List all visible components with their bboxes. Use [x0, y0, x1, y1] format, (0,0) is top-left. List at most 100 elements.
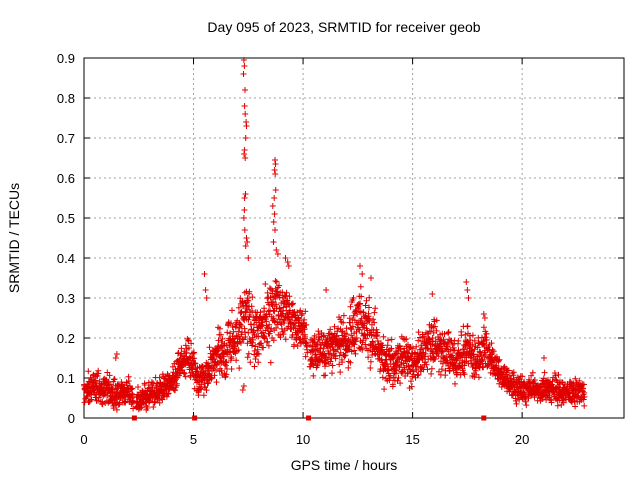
data-point: [413, 366, 420, 373]
data-point: [277, 334, 284, 341]
data-point: [367, 358, 374, 365]
data-point: [219, 335, 226, 342]
data-point: [272, 227, 278, 233]
data-point: [323, 360, 330, 366]
data-point: [432, 323, 439, 330]
data-point: [316, 337, 323, 343]
data-point: [273, 247, 280, 253]
data-point: [413, 343, 420, 350]
data-point: [272, 161, 279, 167]
data-point: [529, 369, 536, 376]
data-point: [113, 406, 120, 413]
data-point: [429, 291, 436, 297]
data-point: [321, 332, 327, 339]
data-point: [372, 305, 379, 312]
data-point: [274, 251, 281, 257]
data-point: [190, 350, 197, 357]
data-point: [130, 398, 137, 405]
data-point: [469, 332, 476, 339]
data-point: [461, 362, 468, 369]
data-point: [580, 381, 587, 388]
data-point: [408, 378, 414, 385]
data-point: [216, 325, 223, 332]
data-point: [202, 384, 209, 391]
x-axis-label: GPS time / hours: [291, 457, 398, 473]
data-point: [531, 377, 538, 383]
data-point: [351, 347, 358, 354]
data-point: [242, 87, 248, 93]
data-point: [188, 340, 195, 347]
data-point: [289, 301, 296, 308]
data-point: [401, 366, 408, 373]
data-point: [357, 283, 364, 290]
data-point: [264, 289, 271, 296]
data-point: [455, 337, 462, 344]
data-point: [240, 57, 247, 63]
data-point: [475, 374, 482, 381]
data-point: [119, 381, 126, 388]
data-point: [244, 340, 251, 347]
data-point: [433, 327, 440, 334]
data-point: [380, 333, 387, 340]
data-point: [188, 365, 195, 372]
data-point: [85, 368, 92, 375]
data-point: [211, 372, 218, 379]
data-point: [240, 215, 247, 221]
data-point: [242, 243, 249, 249]
data-point: [367, 365, 374, 371]
data-point: [279, 289, 286, 296]
data-point: [371, 319, 378, 326]
data-point: [242, 111, 249, 117]
data-point: [496, 356, 503, 363]
data-point: [284, 259, 291, 265]
y-tick-label: 0.1: [57, 371, 75, 386]
data-point: [267, 328, 274, 335]
data-point: [181, 370, 188, 377]
data-point: [272, 171, 279, 177]
data-point: [228, 320, 234, 327]
data-point: [129, 397, 136, 404]
data-point: [572, 403, 579, 410]
data-point: [329, 362, 336, 369]
data-point: [99, 401, 106, 408]
data-point: [244, 354, 251, 361]
data-point: [320, 333, 327, 340]
data-point: [346, 344, 353, 351]
data-point: [581, 393, 588, 400]
data-point: [191, 355, 198, 362]
data-point: [270, 337, 277, 344]
data-point: [464, 287, 471, 293]
x-tick-label: 15: [405, 432, 419, 447]
data-point: [261, 335, 268, 342]
data-point: [270, 307, 277, 314]
data-point: [206, 371, 213, 377]
data-point: [428, 370, 435, 377]
data-point: [245, 255, 252, 261]
data-point: [280, 304, 287, 311]
data-point: [322, 363, 328, 370]
data-point: [237, 310, 244, 317]
data-point: [340, 319, 347, 326]
data-point: [366, 294, 373, 301]
data-point: [241, 103, 248, 109]
data-point: [201, 271, 208, 277]
data-point: [273, 278, 280, 285]
data-point: [246, 288, 253, 295]
data-point: [328, 341, 335, 347]
data-point: [227, 348, 234, 355]
data-point: [243, 235, 250, 241]
data-point: [113, 351, 120, 357]
data-point: [426, 336, 433, 343]
data-point: [358, 315, 365, 322]
data-point: [545, 376, 551, 383]
data-point: [247, 359, 254, 366]
data-point: [374, 329, 381, 336]
data-point: [257, 309, 264, 316]
data-point: [129, 390, 135, 397]
data-point: [388, 345, 395, 352]
data-point: [265, 342, 272, 349]
grid-lines: [84, 58, 624, 418]
data-point: [347, 303, 354, 310]
data-point: [200, 392, 207, 399]
data-point: [130, 405, 137, 412]
